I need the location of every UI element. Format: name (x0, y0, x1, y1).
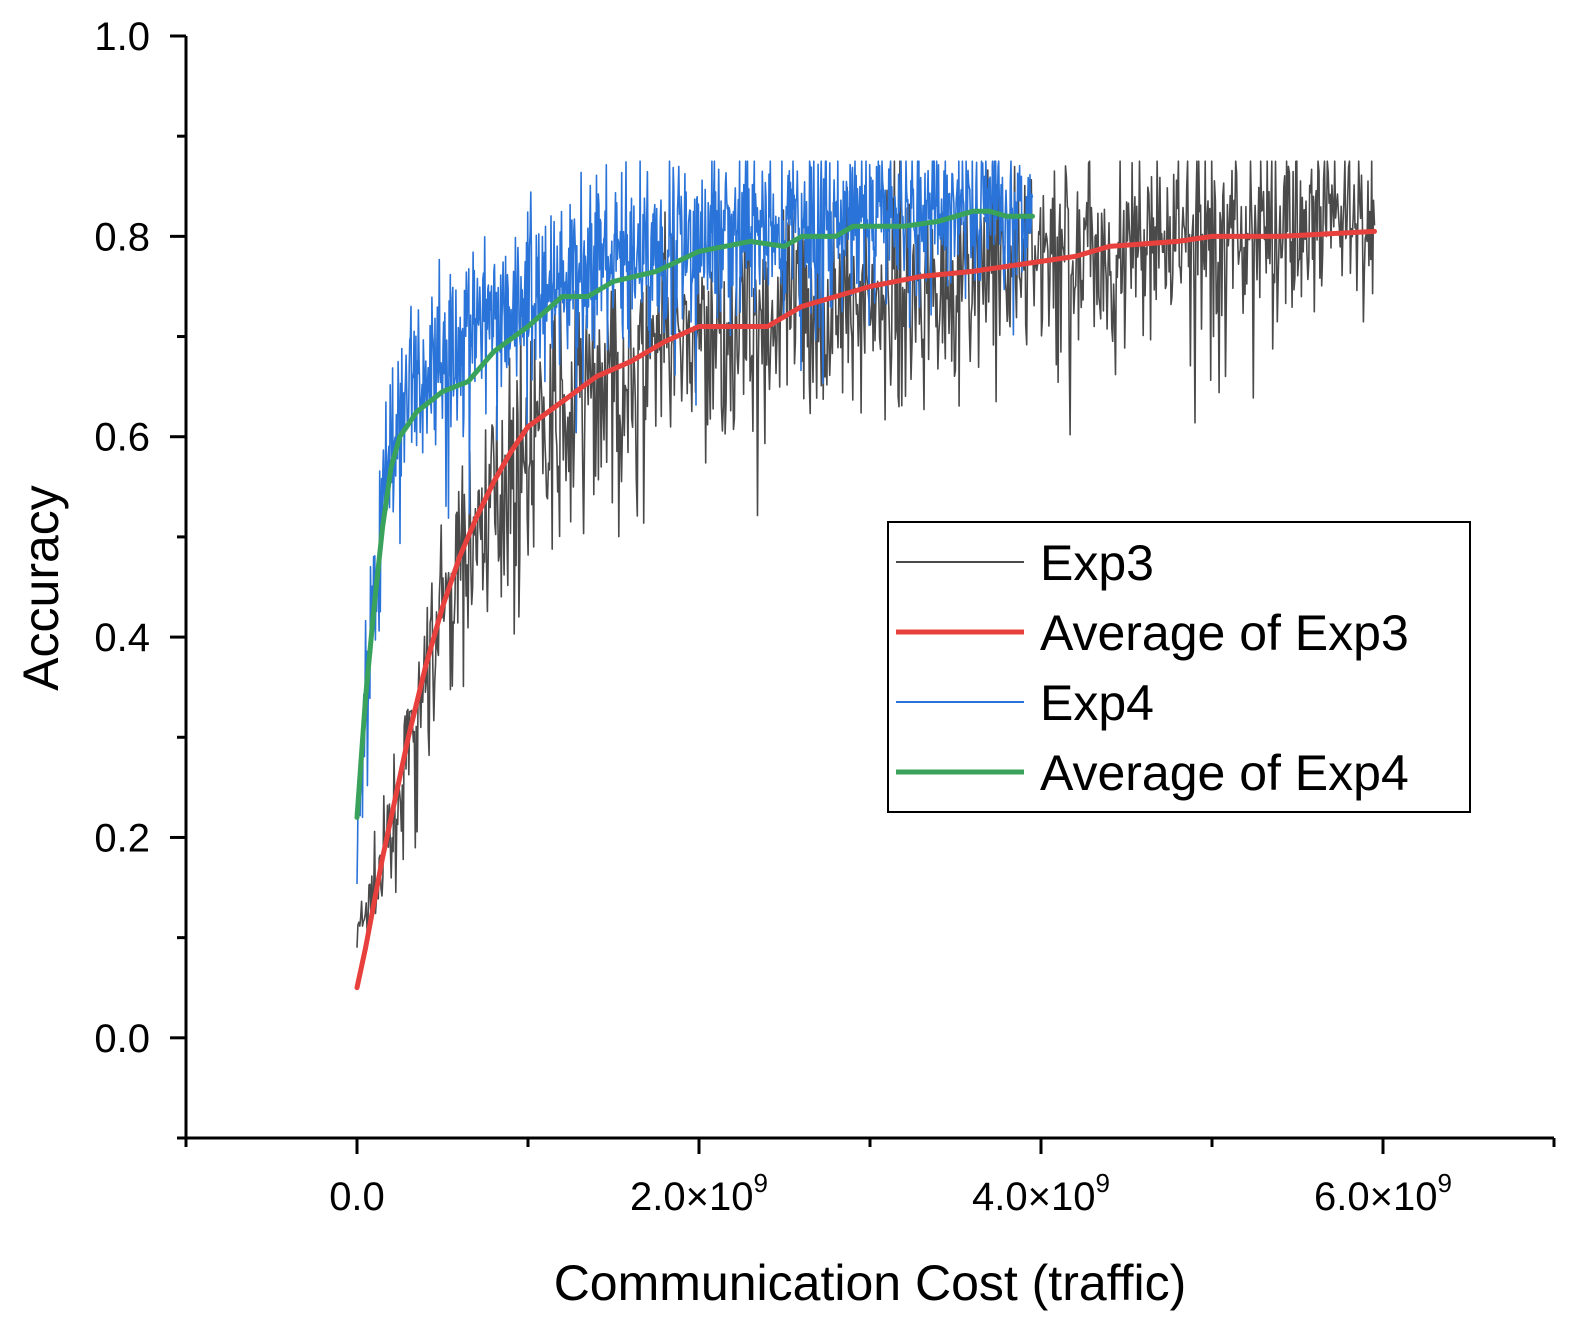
legend: Exp3 Average of Exp3 Exp4 Average of Exp4 (887, 521, 1471, 813)
legend-label: Exp4 (1040, 675, 1154, 731)
y-axis-title: Accuracy (13, 485, 69, 691)
y-tick-label: 0.8 (94, 215, 150, 259)
series-average-of-exp3 (354, 228, 1377, 991)
y-tick-label: 1.0 (94, 15, 150, 59)
x-tick-exponent: 9 (1096, 1168, 1110, 1198)
series-average-of-exp4 (354, 208, 1035, 820)
y-tick-label: 0.4 (94, 616, 150, 660)
ticks-layer: 0.0 2.0×109 4.0×109 6.0×109 0.0 0.2 0.4 0.6 0.8 1… (94, 15, 1556, 1219)
legend-box (887, 521, 1471, 813)
x-tick-exponent: 9 (1438, 1168, 1452, 1198)
x-tick-label: 4.0×109 (972, 1168, 1110, 1219)
y-tick-label: 0.2 (94, 816, 150, 860)
series-layer (354, 160, 1377, 991)
legend-label: Average of Exp4 (1040, 745, 1409, 801)
x-tick-label: 2.0×109 (630, 1168, 768, 1219)
y-tick-label: 0.6 (94, 416, 150, 460)
x-tick-label: 0.0 (329, 1175, 385, 1219)
series-exp4 (356, 160, 1034, 885)
x-axis-title: Communication Cost (traffic) (554, 1255, 1187, 1311)
x-tick-label: 6.0×109 (1314, 1168, 1452, 1219)
legend-label: Exp3 (1040, 535, 1154, 591)
x-tick-exponent: 9 (754, 1168, 768, 1198)
y-tick-label: 0.0 (94, 1017, 150, 1061)
legend-label: Average of Exp3 (1040, 605, 1409, 661)
